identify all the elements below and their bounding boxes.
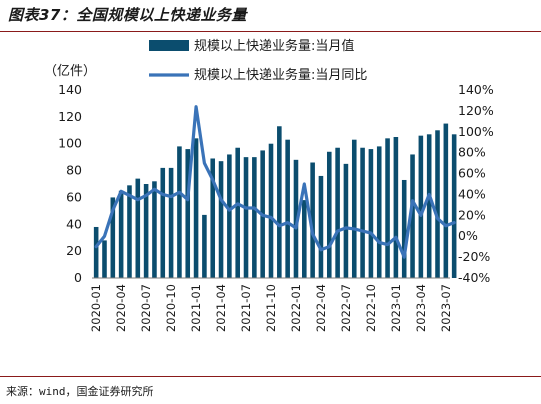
bar-2021-03 (210, 158, 216, 278)
bar-2022-07 (343, 163, 349, 278)
bar-2022-01 (293, 159, 299, 278)
bar-2023-02 (401, 179, 407, 278)
bar-2021-02 (202, 214, 207, 278)
source-divider (0, 376, 541, 377)
bar-2021-11 (277, 126, 282, 278)
bar-2023-07 (443, 123, 449, 278)
left-tick-120: 120 (58, 109, 82, 124)
bar-2021-04 (218, 161, 224, 278)
x-tick-2021-10: 2021-10 (264, 284, 278, 332)
legend-line-label: 规模以上快递业务量:当月同比 (194, 67, 367, 83)
bar-2021-12 (285, 139, 290, 278)
x-tick-2021-04: 2021-04 (214, 284, 228, 332)
bar-2022-12 (385, 138, 390, 278)
right-tick-80%: 80% (458, 145, 486, 160)
x-tick-2020-07: 2020-07 (139, 284, 153, 332)
x-tick-2023-01: 2023-01 (389, 284, 403, 332)
bar-2022-09 (360, 147, 365, 278)
bar-2022-11 (376, 146, 382, 278)
right-tick-60%: 60% (458, 166, 486, 181)
left-tick-20: 20 (66, 243, 82, 258)
left-tick-0: 0 (74, 270, 82, 285)
x-tick-2020-10: 2020-10 (164, 284, 178, 332)
right-tick-100%: 100% (458, 124, 494, 139)
legend-bar-swatch (149, 40, 189, 51)
yoy-line (94, 105, 456, 259)
bar-2020-10 (168, 167, 174, 278)
bar-2021-08 (252, 157, 257, 278)
bar-2022-05 (326, 151, 332, 278)
bar-2021-01 (193, 138, 199, 278)
left-tick-100: 100 (58, 136, 82, 151)
bar-2021-10 (268, 143, 274, 278)
x-tick-2022-10: 2022-10 (364, 284, 378, 332)
bar-2020-12 (185, 149, 191, 278)
chart-area: 0 20 40 60 80 100 120 140 -40% -20% 0% 20% 40% 60% 80%… (58, 38, 494, 332)
bar-2023-03 (410, 154, 415, 278)
bar-2022-02 (302, 200, 307, 278)
right-tick-20%: 20% (458, 207, 486, 222)
bar-2020-09 (160, 167, 166, 278)
right-tick--40%: -40% (458, 270, 490, 285)
bar-2022-04 (318, 175, 324, 278)
bar-2021-07 (243, 157, 249, 278)
bar-2020-08 (152, 181, 157, 278)
bar-2021-05 (227, 154, 232, 278)
x-tick-2020-01: 2020-01 (89, 284, 103, 332)
bar-2023-05 (426, 134, 432, 278)
left-tick-40: 40 (66, 216, 82, 231)
bar-2022-08 (351, 139, 357, 278)
x-tick-2023-04: 2023-04 (414, 284, 428, 332)
bar-2020-07 (143, 184, 149, 278)
title-divider (0, 31, 541, 32)
bar-2022-06 (335, 147, 340, 278)
bar-2023-01 (393, 137, 399, 278)
bar-2021-06 (235, 147, 240, 278)
bar-2023-06 (435, 130, 440, 278)
x-tick-2020-04: 2020-04 (114, 284, 128, 332)
bar-2022-03 (310, 162, 315, 278)
right-tick-120%: 120% (458, 103, 494, 118)
bar-2020-05 (127, 185, 132, 278)
right-tick-0%: 0% (458, 228, 478, 243)
bar-2020-04 (118, 190, 124, 278)
bar-2022-10 (368, 149, 374, 278)
bar-2020-11 (177, 146, 182, 278)
x-tick-2021-07: 2021-07 (239, 284, 253, 332)
left-tick-80: 80 (66, 163, 82, 178)
figure-title: 图表37：全国规模以上快递业务量 (8, 6, 247, 24)
x-tick-2022-04: 2022-04 (314, 284, 328, 332)
right-tick-140%: 140% (458, 82, 494, 97)
right-tick-40%: 40% (458, 186, 486, 201)
bar-2020-06 (135, 178, 141, 278)
bar-2023-04 (418, 135, 424, 278)
source-note: 来源：wind，国金证券研究所 (6, 385, 154, 398)
bar-undefined (451, 134, 457, 278)
x-tick-2022-01: 2022-01 (289, 284, 303, 332)
left-axis-unit-label: （亿件） (44, 64, 97, 79)
right-tick--20%: -20% (458, 249, 490, 264)
left-tick-140: 140 (58, 82, 82, 97)
left-tick-60: 60 (66, 189, 82, 204)
x-tick-2022-07: 2022-07 (339, 284, 353, 332)
x-tick-2021-01: 2021-01 (189, 284, 203, 332)
bar-2020-03 (110, 197, 116, 278)
bar-2020-01 (93, 226, 99, 278)
x-tick-2023-07: 2023-07 (439, 284, 453, 332)
bar-2020-02 (102, 240, 107, 278)
legend-bar-label: 规模以上快递业务量:当月值 (194, 38, 354, 54)
